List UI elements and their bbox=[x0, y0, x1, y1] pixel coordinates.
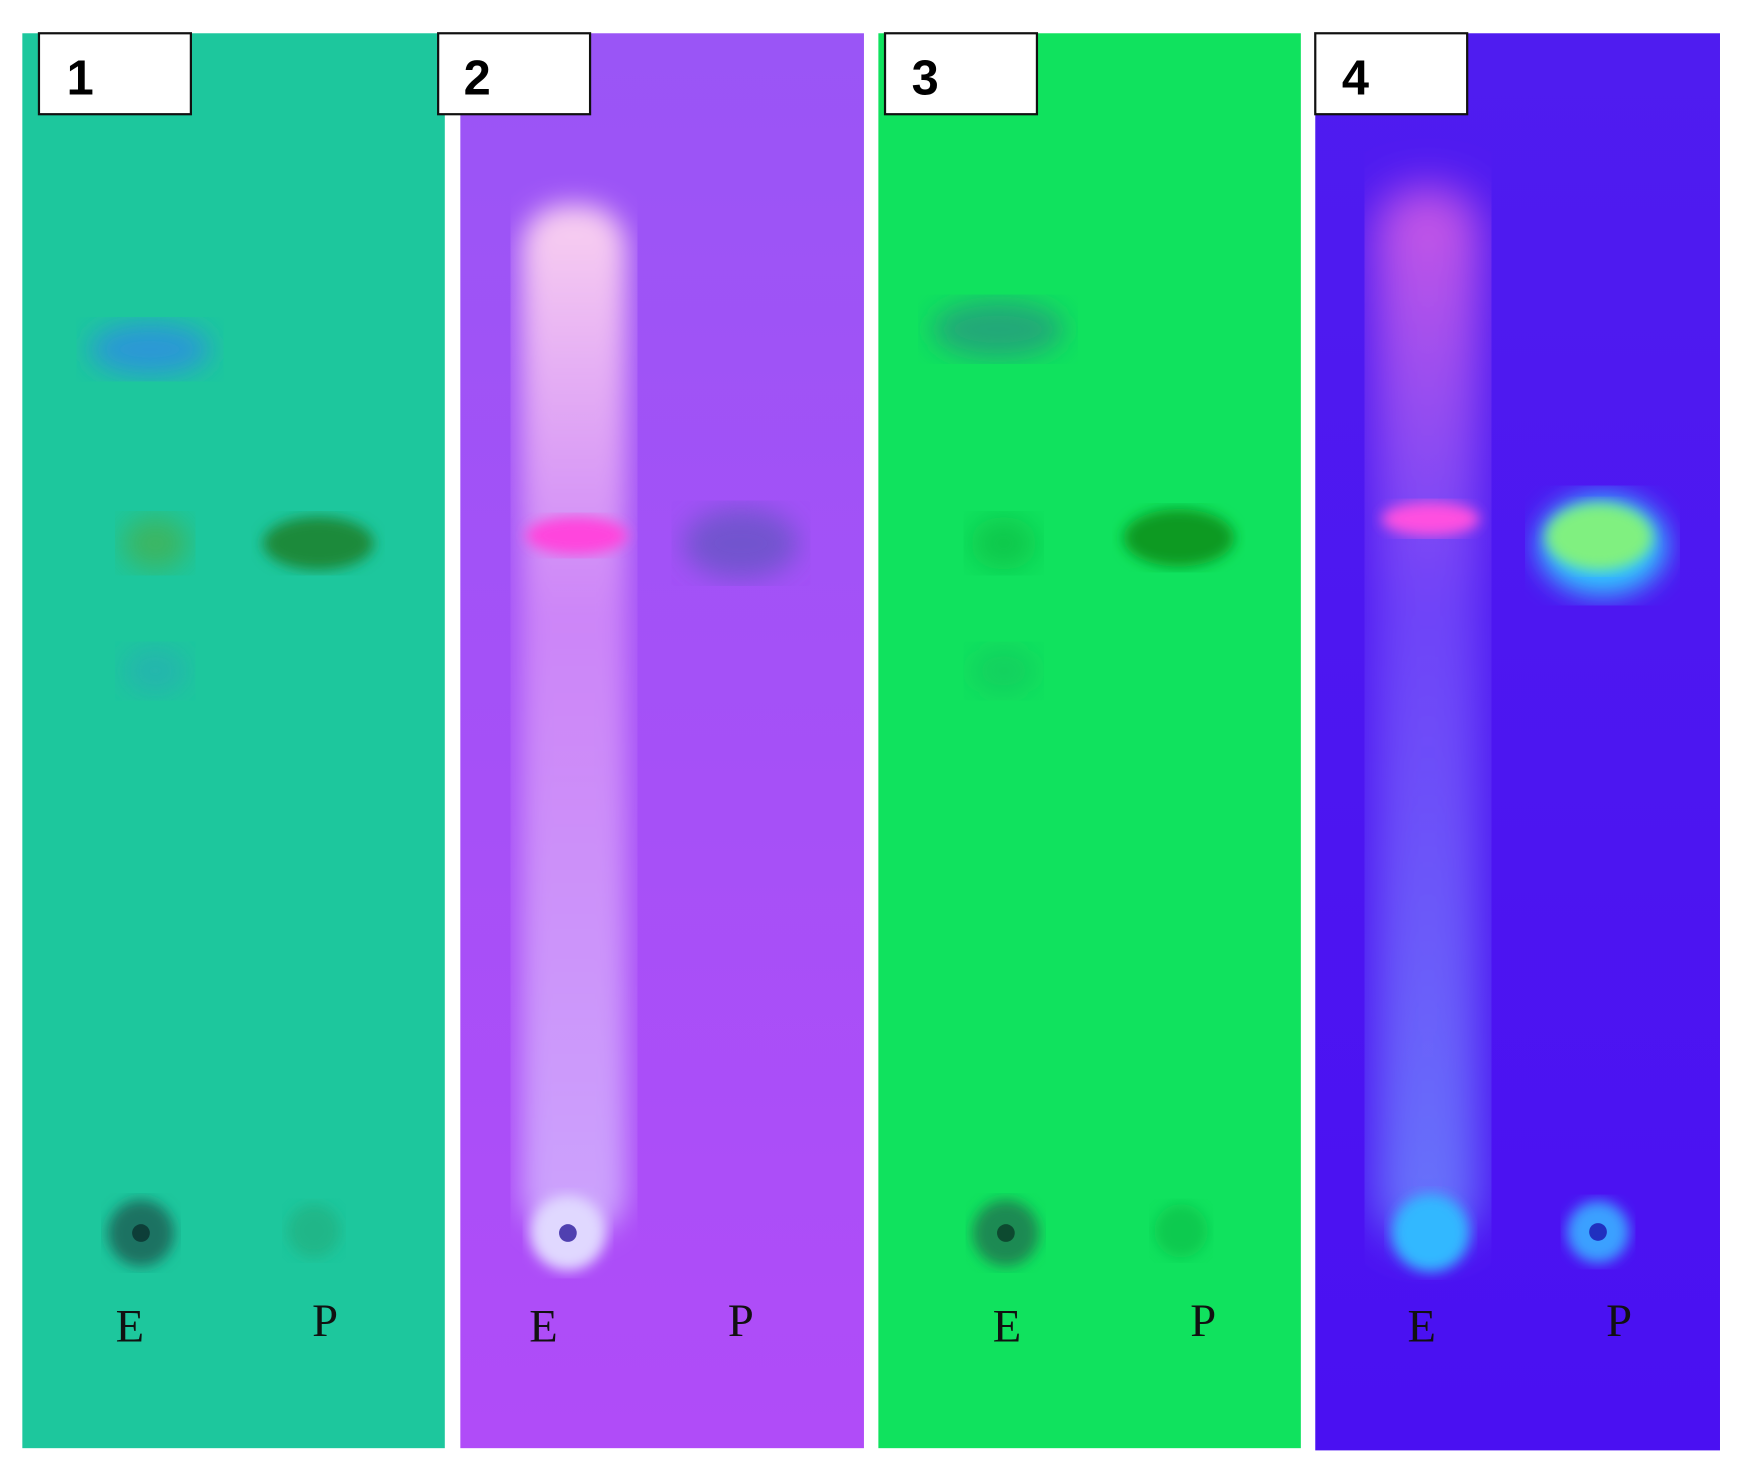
label-box bbox=[1314, 32, 1469, 116]
lane-label: P bbox=[312, 1296, 338, 1347]
lane-label: P bbox=[728, 1296, 754, 1347]
lane-label: E bbox=[116, 1302, 144, 1353]
label-box bbox=[37, 32, 192, 116]
panel-label: 2 bbox=[464, 51, 491, 105]
lane-label: E bbox=[529, 1302, 557, 1353]
plate bbox=[22, 33, 445, 1449]
lane-label: E bbox=[993, 1302, 1021, 1353]
plate bbox=[878, 33, 1301, 1449]
lane-label: E bbox=[1407, 1302, 1435, 1353]
panel-label: 1 bbox=[67, 51, 94, 105]
plate bbox=[460, 33, 864, 1449]
plate bbox=[1315, 33, 1720, 1451]
panel-label: 3 bbox=[912, 51, 939, 105]
label-box bbox=[437, 32, 592, 116]
lane-label: P bbox=[1606, 1296, 1632, 1347]
lane-label: P bbox=[1190, 1296, 1216, 1347]
panel-label: 4 bbox=[1342, 51, 1369, 105]
label-box bbox=[883, 32, 1039, 116]
